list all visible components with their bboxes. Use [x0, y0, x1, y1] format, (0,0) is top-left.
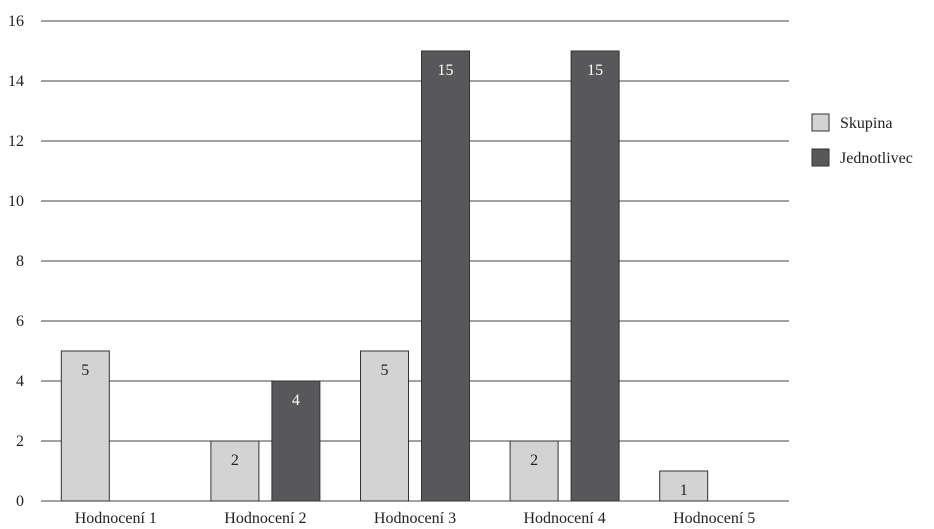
bar-skupina-5: [659, 470, 709, 502]
data-label: 5: [381, 362, 389, 379]
bar-jednotlivec-2: [271, 380, 321, 502]
x-category-label: Hodnocení 4: [523, 510, 605, 527]
bar-skupina-3: [360, 350, 409, 502]
data-labels: 5 2 4 5 15 2 15 1: [81, 62, 687, 499]
bar-skupina-4: [509, 440, 559, 502]
data-label: 2: [530, 452, 538, 469]
data-label: 4: [292, 392, 300, 409]
legend-swatch-jednotlivec: [811, 148, 830, 167]
y-tick-label: 16: [8, 13, 24, 30]
data-label: 15: [587, 62, 603, 79]
y-tick-label: 10: [8, 193, 24, 210]
x-category-label: Hodnocení 1: [75, 510, 157, 527]
bar-skupina-1: [60, 350, 110, 502]
data-label: 15: [438, 62, 454, 79]
legend: Skupina Jednotlivec: [811, 113, 913, 167]
x-axis-categories: Hodnocení 1 Hodnocení 2 Hodnocení 3 Hodnoce…: [75, 510, 756, 527]
data-label: 2: [231, 452, 239, 469]
y-tick-label: 8: [16, 253, 24, 270]
data-label: 1: [680, 482, 688, 499]
x-category-label: Hodnocení 2: [224, 510, 306, 527]
y-tick-label: 14: [8, 73, 24, 90]
legend-label-skupina: Skupina: [840, 115, 892, 132]
bar-jednotlivec-3: [421, 50, 470, 502]
bar-jednotlivec-4: [570, 50, 620, 502]
y-tick-label: 2: [16, 433, 24, 450]
y-axis-ticks: 0 2 4 6 8 10 12 14 16: [8, 13, 24, 510]
legend-label-jednotlivec: Jednotlivec: [840, 150, 913, 167]
bar-skupina-2: [210, 440, 260, 502]
y-tick-label: 6: [16, 313, 24, 330]
data-label: 5: [81, 362, 89, 379]
x-category-label: Hodnocení 3: [374, 510, 456, 527]
y-tick-label: 4: [16, 373, 24, 390]
y-tick-label: 12: [8, 133, 24, 150]
y-tick-label: 0: [16, 493, 24, 510]
x-category-label: Hodnocení 5: [673, 510, 755, 527]
bars: [60, 50, 709, 502]
gridlines: [41, 20, 789, 502]
legend-swatch-skupina: [811, 113, 830, 132]
